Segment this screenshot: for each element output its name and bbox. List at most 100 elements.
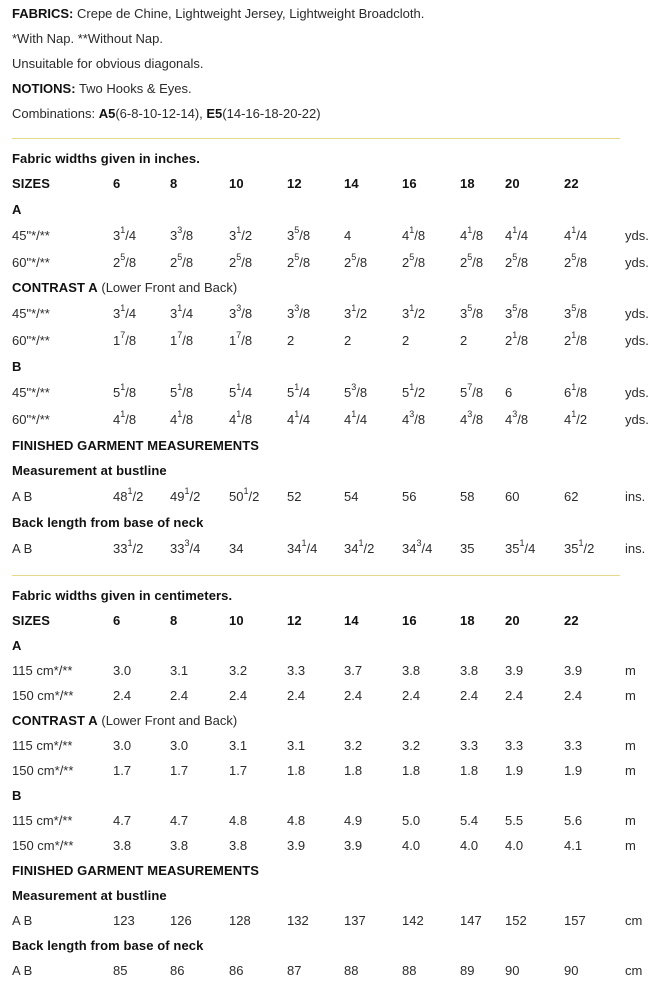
notions-line: NOTIONS: Two Hooks & Eyes. (12, 81, 192, 97)
row-label: A B (12, 541, 33, 556)
table-row: 115 cm*/** 3.0 3.0 3.1 3.1 3.2 3.2 3.3 3.3 3.3 m (0, 737, 653, 755)
table-cell: 481/2 (113, 486, 144, 505)
table-cell: 4.8 (229, 813, 248, 828)
table-cell: 85 (113, 963, 128, 978)
fraction-numerator: 5 (571, 252, 577, 262)
fraction-numerator: 1 (177, 382, 183, 392)
table-cell: 41/8 (170, 409, 194, 428)
combinations-line: Combinations: A5(6-8-10-12-14), E5(14-16… (12, 106, 321, 122)
fraction-numerator: 1 (512, 225, 518, 235)
table-cell: 126 (170, 913, 192, 928)
table-cell: 52 (287, 489, 302, 504)
table-cell: 351/4 (505, 538, 536, 557)
unit-label: ins. (625, 489, 646, 504)
table-cell: 5.0 (402, 813, 421, 828)
table-cell: 88 (402, 963, 417, 978)
table-cell: 331/2 (113, 538, 144, 557)
size-header: 6 (113, 613, 121, 628)
size-header: 22 (564, 613, 579, 628)
table-cell: 1.8 (344, 763, 363, 778)
table-row: CONTRAST A (Lower Front and Back) (0, 279, 653, 297)
table-cell: 4.0 (505, 838, 524, 853)
size-header: 10 (229, 176, 244, 191)
size-header: 14 (344, 613, 359, 628)
table-cell: 6 (505, 385, 513, 400)
table-row: Back length from base of neck (0, 514, 653, 532)
fraction-numerator: 3 (467, 409, 473, 419)
fraction-numerator: 1 (236, 409, 242, 419)
table-cell: 3.3 (287, 663, 306, 678)
fraction-numerator: 3 (512, 409, 518, 419)
table-cell: 3.3 (505, 738, 524, 753)
table-cell: 3.9 (344, 838, 363, 853)
fraction-numerator: 1 (127, 538, 133, 548)
fraction-numerator: 1 (177, 409, 183, 419)
fraction-numerator: 1 (301, 538, 307, 548)
table-cell: 89 (460, 963, 475, 978)
row-label: 45"*/** (12, 385, 50, 400)
table-cell: 90 (505, 963, 520, 978)
table-cell: 3.9 (287, 838, 306, 853)
table-cell: 35/8 (287, 225, 311, 244)
table-cell: 3.9 (564, 663, 583, 678)
table-cell: 90 (564, 963, 579, 978)
fraction-numerator: 1 (120, 225, 126, 235)
fraction-numerator: 3 (177, 225, 183, 235)
table-row: A (0, 637, 653, 655)
size-header: 10 (229, 613, 244, 628)
fabrics-text: Crepe de Chine, Lightweight Jersey, Ligh… (73, 6, 425, 21)
table-row: 115 cm*/** 4.7 4.7 4.8 4.8 4.9 5.0 5.4 5.5 5.6 m (0, 812, 653, 830)
fabrics-line: FABRICS: Crepe de Chine, Lightweight Jer… (12, 6, 424, 22)
row-label: A B (12, 913, 33, 928)
table-cell: 3.1 (229, 738, 248, 753)
row-label: 115 cm*/** (12, 663, 73, 678)
table-row: 60"*/** 25/8 25/8 25/8 25/8 25/8 25/8 25/8 25/8 2… (0, 252, 653, 272)
table-cell: 25/8 (460, 252, 484, 271)
section-divider (12, 575, 620, 576)
bust-heading: Measurement at bustline (12, 888, 167, 903)
combinations-label: Combinations: (12, 106, 99, 121)
unit-label: yds. (625, 255, 649, 270)
table-cell: 54 (344, 489, 359, 504)
row-label: A B (12, 489, 33, 504)
table-cell: 3.8 (113, 838, 132, 853)
unit-label: yds. (625, 228, 649, 243)
table-cell: 4.7 (113, 813, 132, 828)
table-row: CONTRAST A (Lower Front and Back) (0, 712, 653, 730)
unit-label: cm (625, 913, 643, 928)
fraction-numerator: 1 (120, 303, 126, 313)
table-cell: 341/2 (344, 538, 375, 557)
table-cell: 41/8 (229, 409, 253, 428)
table-row: B (0, 358, 653, 376)
fraction-numerator: 1 (409, 382, 415, 392)
table-row: A (0, 201, 653, 219)
row-label: 115 cm*/** (12, 738, 73, 753)
unit-label: m (625, 738, 636, 753)
unit-label: yds. (625, 385, 649, 400)
fraction-numerator: 1 (236, 382, 242, 392)
fabrics-label: FABRICS: (12, 6, 74, 21)
row-label: 150 cm*/** (12, 763, 74, 778)
fraction-numerator: 1 (184, 486, 190, 496)
fraction-numerator: 5 (467, 303, 473, 313)
table-cell: 25/8 (564, 252, 588, 271)
fraction-numerator: 5 (120, 252, 126, 262)
table-cell: 1.8 (287, 763, 306, 778)
finished-heading: FINISHED GARMENT MEASUREMENTS (12, 438, 260, 453)
fraction-numerator: 1 (571, 409, 577, 419)
fraction-numerator: 1 (294, 382, 300, 392)
unit-label: m (625, 813, 636, 828)
back-heading: Back length from base of neck (12, 515, 204, 530)
table-row: Measurement at bustline (0, 462, 653, 480)
view-a-heading: A (12, 202, 22, 217)
table-cell: 3.3 (564, 738, 583, 753)
table-cell: 2.4 (287, 688, 306, 703)
table-cell: 43/8 (460, 409, 484, 428)
table-cell: 25/8 (505, 252, 529, 271)
bust-heading: Measurement at bustline (12, 463, 167, 478)
fraction-numerator: 1 (351, 409, 357, 419)
table-cell: 17/8 (170, 330, 194, 349)
table-cell: 1.9 (564, 763, 583, 778)
row-label: 150 cm*/** (12, 838, 74, 853)
table-cell: 2.4 (229, 688, 248, 703)
